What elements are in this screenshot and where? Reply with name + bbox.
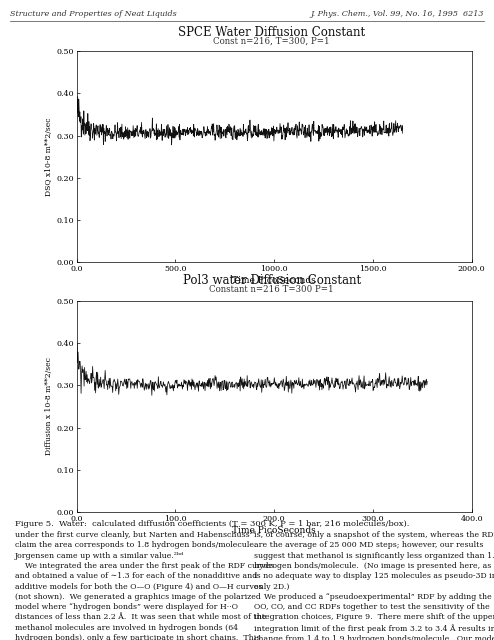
Y-axis label: DSQ x10-8 m**2/sec: DSQ x10-8 m**2/sec bbox=[45, 118, 53, 196]
Text: Pol3 water Diffusion Constant: Pol3 water Diffusion Constant bbox=[183, 274, 361, 287]
Text: SPCE Water Diffusion Constant: SPCE Water Diffusion Constant bbox=[178, 26, 365, 38]
X-axis label: Time PicoSeconds: Time PicoSeconds bbox=[232, 276, 316, 285]
Text: Constant n=216 T=300 P=1: Constant n=216 T=300 P=1 bbox=[209, 285, 334, 294]
X-axis label: Time PicoSeconds: Time PicoSeconds bbox=[232, 525, 316, 534]
Text: Structure and Properties of Neat Liquids: Structure and Properties of Neat Liquids bbox=[10, 10, 177, 18]
Y-axis label: Diffusion x 10-8 m**2/sec: Diffusion x 10-8 m**2/sec bbox=[45, 358, 53, 455]
Text: under the first curve cleanly, but Narten and Habenschuss²⁷
claim the area corre: under the first curve cleanly, but Narte… bbox=[15, 531, 274, 640]
Text: is, of course, only a snapshot of the system, whereas the RDFs
are the average o: is, of course, only a snapshot of the sy… bbox=[254, 531, 494, 640]
Text: Const n=216, T=300, P=1: Const n=216, T=300, P=1 bbox=[213, 37, 330, 46]
Text: Figure 5.  Water:  calculated diffusion coefficients (T = 300 K, P = 1 bar, 216 : Figure 5. Water: calculated diffusion co… bbox=[15, 520, 409, 527]
Text: J. Phys. Chem., Vol. 99, No. 16, 1995  6213: J. Phys. Chem., Vol. 99, No. 16, 1995 62… bbox=[311, 10, 484, 18]
